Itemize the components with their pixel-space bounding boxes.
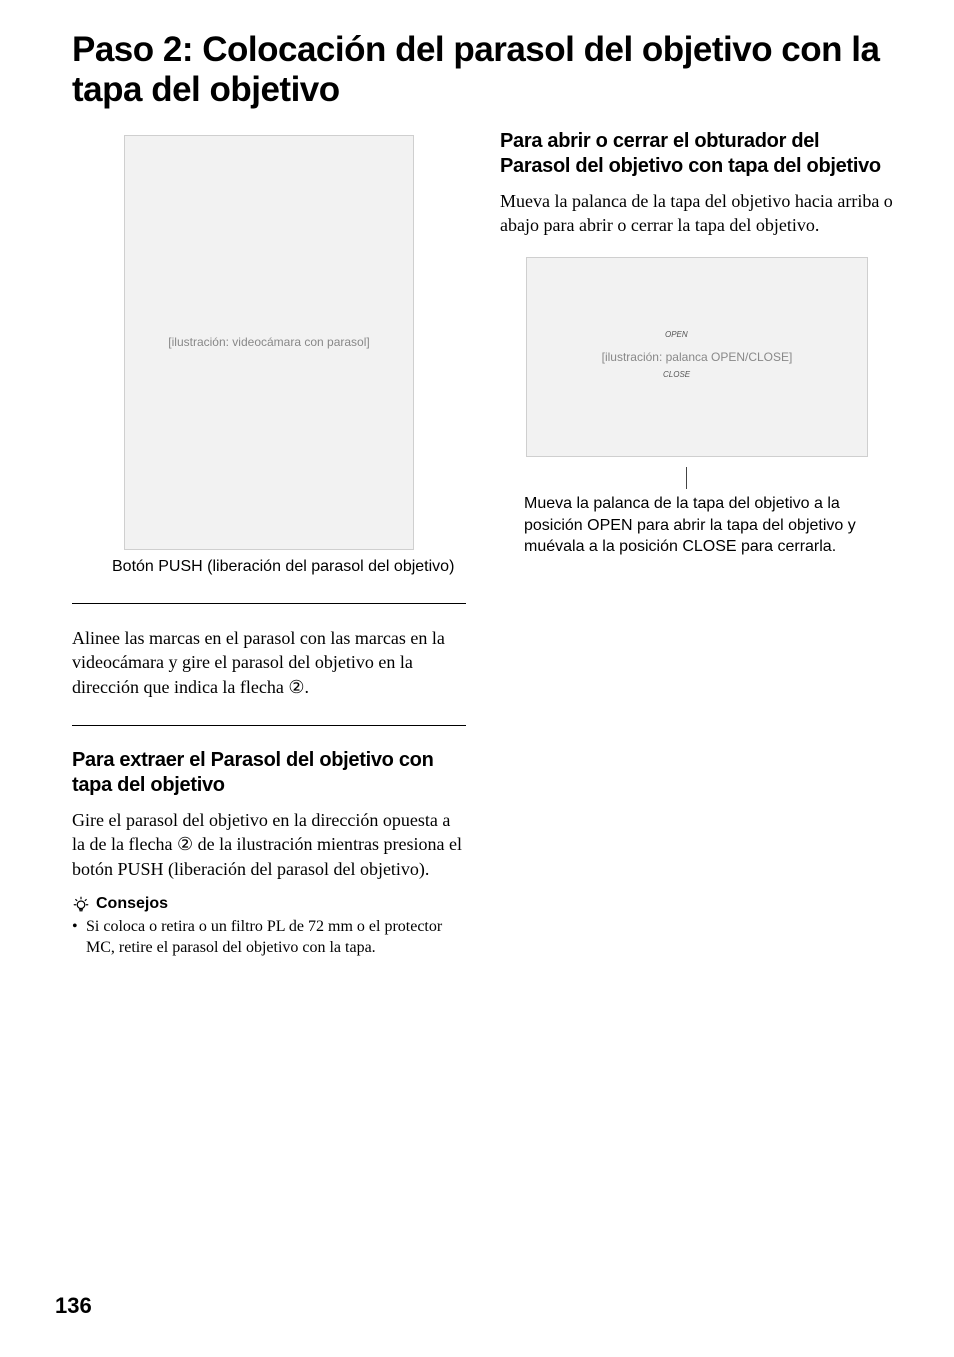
tip-lightbulb-icon [72, 895, 90, 913]
divider-1 [72, 603, 466, 604]
tips-label: Consejos [96, 895, 168, 913]
circled-2-a: ② [288, 675, 304, 699]
tips-list: Si coloca o retira o un filtro PL de 72 … [72, 917, 466, 959]
illustration-block-2: [ilustración: palanca OPEN/CLOSE] OPEN C… [500, 243, 894, 467]
divider-2 [72, 725, 466, 726]
page-title: Paso 2: Colocación del parasol del objet… [72, 30, 894, 111]
remove-hood-heading: Para extraer el Parasol del objetivo con… [72, 748, 466, 798]
open-label: OPEN [665, 330, 688, 339]
callout-line [686, 467, 687, 489]
close-label: CLOSE [663, 370, 690, 379]
illustration-block-1: [ilustración: videocámara con parasol] B… [72, 129, 466, 578]
shutter-heading: Para abrir o cerrar el obturador del Par… [500, 129, 894, 179]
left-column: [ilustración: videocámara con parasol] B… [72, 129, 466, 959]
lever-caption: Mueva la palanca de la tapa del objetivo… [500, 493, 894, 558]
right-column: Para abrir o cerrar el obturador del Par… [500, 129, 894, 959]
tips-header: Consejos [72, 895, 466, 913]
align-instructions: Alinee las marcas en el parasol con las … [72, 626, 466, 699]
camera-hood-illustration: [ilustración: videocámara con parasol] [124, 135, 414, 550]
circled-2-b: ② [177, 832, 193, 856]
align-text-post: . [305, 677, 310, 697]
tip-item-1: Si coloca o retira o un filtro PL de 72 … [72, 917, 466, 959]
remove-hood-body: Gire el parasol del objetivo en la direc… [72, 808, 466, 881]
page-number: 136 [55, 1293, 92, 1319]
illustration-caption-1: Botón PUSH (liberación del parasol del o… [72, 556, 464, 578]
lever-illustration-alt: [ilustración: palanca OPEN/CLOSE] [602, 350, 793, 364]
shutter-body: Mueva la palanca de la tapa del objetivo… [500, 189, 894, 238]
content-columns: [ilustración: videocámara con parasol] B… [72, 129, 894, 959]
align-text-pre: Alinee las marcas en el parasol con las … [72, 628, 445, 697]
lever-illustration: [ilustración: palanca OPEN/CLOSE] OPEN C… [526, 257, 868, 457]
